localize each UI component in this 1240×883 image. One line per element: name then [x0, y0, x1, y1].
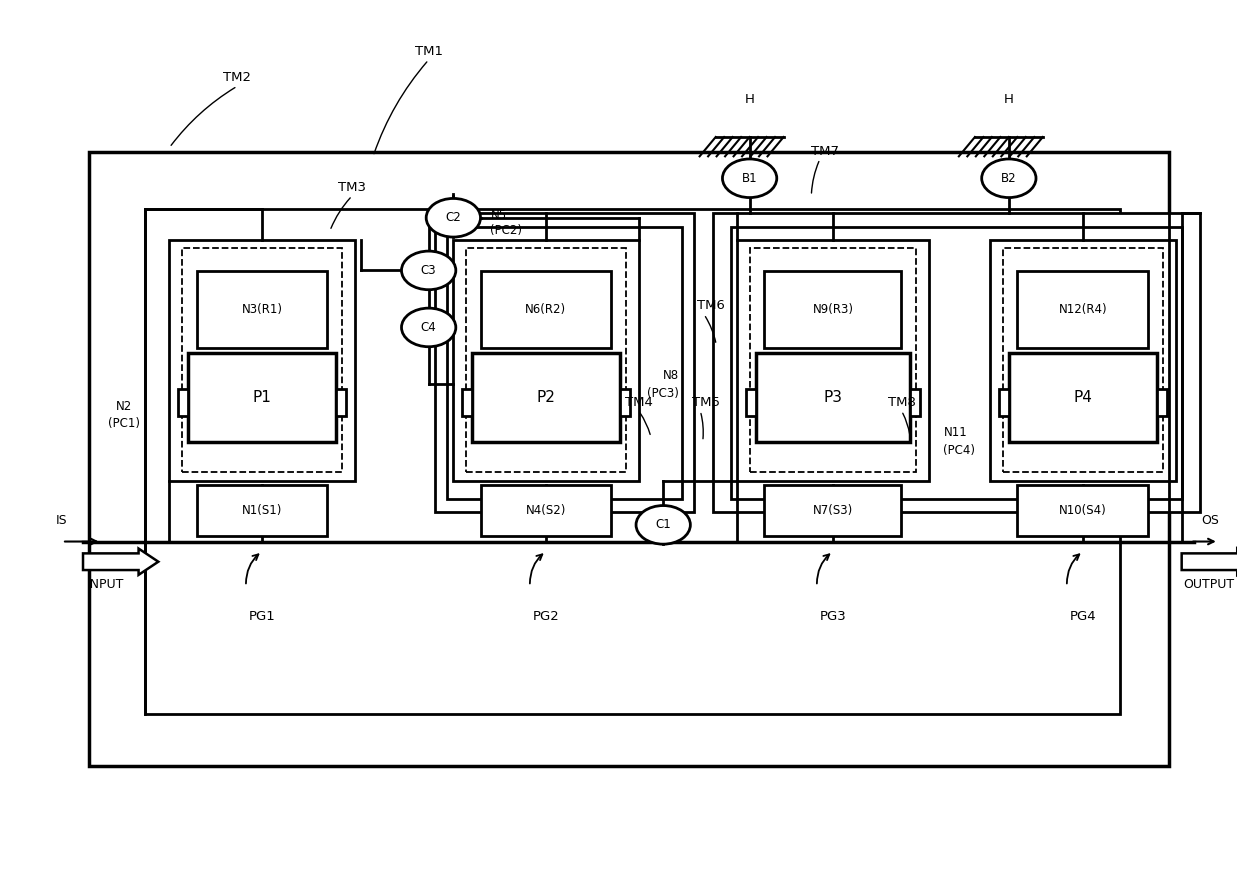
Text: N11: N11: [944, 426, 967, 439]
Text: (PC1): (PC1): [108, 418, 140, 430]
Text: TM4: TM4: [625, 396, 652, 409]
Text: PG1: PG1: [249, 610, 275, 623]
Text: IS: IS: [56, 514, 68, 527]
Bar: [89, 152, 1169, 766]
Text: N4(S2): N4(S2): [526, 504, 567, 517]
Text: TM7: TM7: [811, 146, 839, 158]
Bar: [750, 248, 916, 472]
Bar: [481, 486, 611, 536]
Bar: [910, 389, 920, 416]
Text: C4: C4: [420, 321, 436, 334]
Bar: [182, 248, 342, 472]
Circle shape: [402, 251, 456, 290]
Bar: [746, 389, 756, 416]
Bar: [336, 389, 346, 416]
Text: N10(S4): N10(S4): [1059, 504, 1107, 517]
Text: (PC3): (PC3): [647, 387, 680, 400]
Text: PG4: PG4: [1070, 610, 1096, 623]
Text: TM1: TM1: [414, 44, 443, 57]
FancyArrow shape: [1182, 548, 1240, 575]
Circle shape: [402, 308, 456, 347]
Text: TM6: TM6: [697, 299, 724, 312]
Text: OUTPUT: OUTPUT: [1184, 578, 1235, 591]
Text: (PC4): (PC4): [944, 444, 976, 457]
Circle shape: [427, 199, 481, 237]
Text: C3: C3: [420, 264, 436, 277]
Bar: [197, 271, 327, 348]
FancyArrow shape: [83, 548, 159, 575]
Bar: [1018, 271, 1148, 348]
Bar: [466, 248, 626, 472]
Bar: [481, 271, 611, 348]
Text: C1: C1: [655, 518, 671, 532]
Text: INPUT: INPUT: [87, 578, 124, 591]
Text: B1: B1: [742, 172, 758, 185]
Text: P2: P2: [537, 390, 556, 405]
Text: P3: P3: [823, 390, 842, 405]
Text: TM2: TM2: [223, 71, 252, 84]
Bar: [454, 239, 639, 481]
Circle shape: [982, 159, 1035, 198]
Bar: [1157, 389, 1167, 416]
Text: H: H: [1004, 93, 1014, 106]
Text: TM3: TM3: [339, 180, 366, 193]
Text: N12(R4): N12(R4): [1059, 303, 1107, 316]
Text: N3(R1): N3(R1): [242, 303, 283, 316]
Text: N1(S1): N1(S1): [242, 504, 283, 517]
Bar: [145, 209, 1120, 713]
Text: P4: P4: [1074, 390, 1092, 405]
Text: N7(S3): N7(S3): [812, 504, 853, 517]
Text: N2: N2: [115, 400, 131, 413]
Bar: [738, 239, 929, 481]
Bar: [991, 239, 1176, 481]
Bar: [179, 389, 188, 416]
Bar: [197, 486, 327, 536]
Bar: [764, 271, 901, 348]
Bar: [448, 227, 682, 499]
Bar: [1003, 248, 1163, 472]
Text: (PC2): (PC2): [490, 224, 522, 238]
Bar: [463, 389, 472, 416]
Text: OS: OS: [1202, 514, 1219, 527]
Text: PG2: PG2: [532, 610, 559, 623]
Bar: [713, 214, 1200, 511]
Text: H: H: [745, 93, 755, 106]
Bar: [732, 227, 1182, 499]
Bar: [188, 353, 336, 442]
Bar: [756, 353, 910, 442]
Bar: [170, 239, 355, 481]
Bar: [472, 353, 620, 442]
Circle shape: [636, 506, 691, 544]
Text: N6(R2): N6(R2): [526, 303, 567, 316]
Text: B2: B2: [1001, 172, 1017, 185]
Text: TM8: TM8: [888, 396, 915, 409]
Text: N8: N8: [663, 369, 680, 382]
Bar: [620, 389, 630, 416]
Bar: [764, 486, 901, 536]
Text: PG3: PG3: [820, 610, 847, 623]
Text: C2: C2: [445, 211, 461, 224]
Text: N5: N5: [490, 208, 506, 222]
Text: P1: P1: [253, 390, 272, 405]
Bar: [999, 389, 1009, 416]
Bar: [1009, 353, 1157, 442]
Circle shape: [723, 159, 776, 198]
Bar: [1018, 486, 1148, 536]
Bar: [435, 214, 694, 511]
Text: N9(R3): N9(R3): [812, 303, 853, 316]
Text: TM5: TM5: [692, 396, 719, 409]
